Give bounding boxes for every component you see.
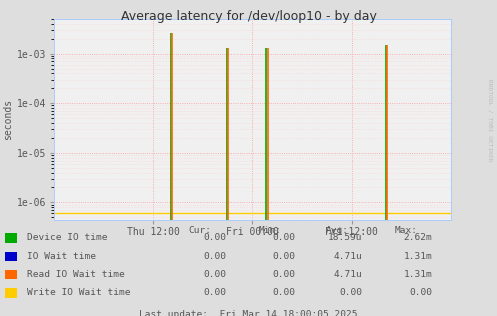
Text: Max:: Max: [395, 226, 418, 235]
Text: 0.00: 0.00 [203, 234, 226, 242]
Text: 0.00: 0.00 [410, 289, 432, 297]
Text: 1.31m: 1.31m [404, 252, 432, 261]
Text: Avg:: Avg: [326, 226, 348, 235]
Text: IO Wait time: IO Wait time [27, 252, 96, 261]
Y-axis label: seconds: seconds [3, 99, 13, 140]
Text: Device IO time: Device IO time [27, 234, 108, 242]
Text: 4.71u: 4.71u [334, 270, 363, 279]
Text: Read IO Wait time: Read IO Wait time [27, 270, 125, 279]
Text: 0.00: 0.00 [273, 252, 296, 261]
Text: 0.00: 0.00 [203, 289, 226, 297]
Text: 18.59u: 18.59u [329, 234, 363, 242]
Text: 0.00: 0.00 [340, 289, 363, 297]
Text: 0.00: 0.00 [203, 270, 226, 279]
Text: Average latency for /dev/loop10 - by day: Average latency for /dev/loop10 - by day [121, 10, 376, 23]
Text: RRDTOOL / TOBI OETIKER: RRDTOOL / TOBI OETIKER [487, 79, 492, 161]
Text: Write IO Wait time: Write IO Wait time [27, 289, 131, 297]
Text: 1.31m: 1.31m [404, 270, 432, 279]
Text: Cur:: Cur: [189, 226, 212, 235]
Text: 4.71u: 4.71u [334, 252, 363, 261]
Text: 0.00: 0.00 [203, 252, 226, 261]
Text: 0.00: 0.00 [273, 270, 296, 279]
Text: 0.00: 0.00 [273, 289, 296, 297]
Text: Min:: Min: [258, 226, 281, 235]
Text: 0.00: 0.00 [273, 234, 296, 242]
Text: 2.62m: 2.62m [404, 234, 432, 242]
Text: Last update:  Fri Mar 14 18:00:05 2025: Last update: Fri Mar 14 18:00:05 2025 [139, 310, 358, 316]
